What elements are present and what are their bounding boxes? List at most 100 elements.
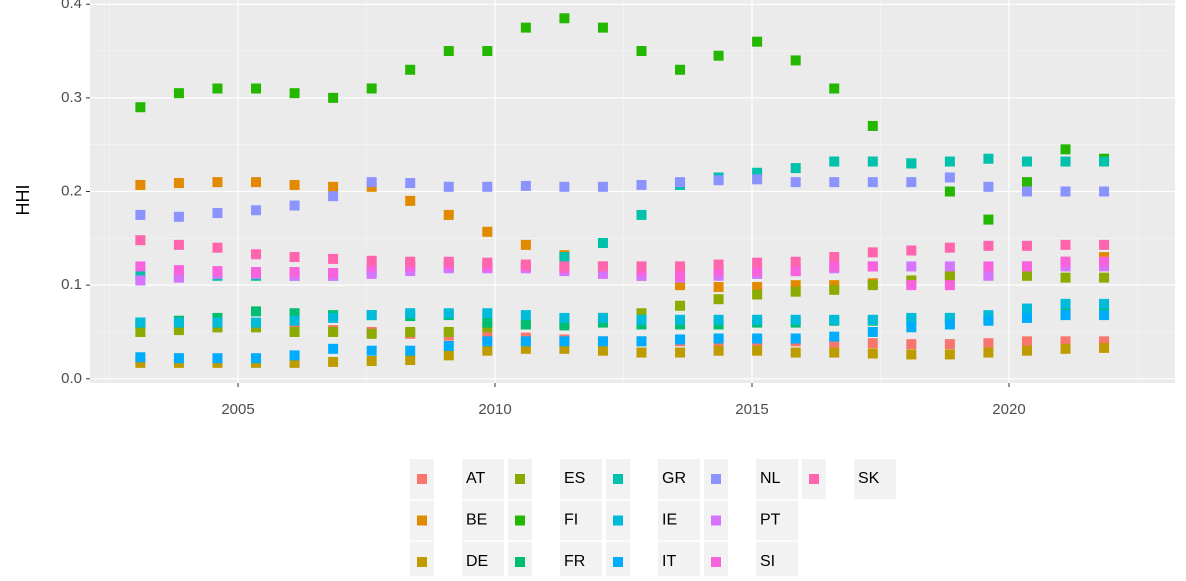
legend-key [711,515,721,526]
point [289,315,300,326]
legend-key [515,515,525,526]
point [135,261,146,272]
point [675,177,686,188]
legend-label: AT [466,470,485,487]
point [867,326,878,337]
point [944,242,955,253]
point [212,177,223,188]
point [328,312,339,323]
point [405,256,416,267]
legend-label-bg [462,459,504,499]
point [597,312,608,323]
legend-label: GR [662,470,686,487]
point [790,177,801,188]
legend-label-bg [756,542,798,581]
point [1060,336,1071,347]
legend-label: BE [466,512,487,529]
point [443,326,454,337]
x-tick-label: 2020 [992,401,1025,418]
point [366,83,377,94]
point [752,282,763,293]
point [636,179,647,190]
point [251,249,262,260]
point [752,289,763,300]
point [675,347,686,358]
point [1060,186,1071,197]
point [443,209,454,220]
point [636,261,647,272]
point [289,326,300,337]
point [1099,239,1110,250]
point [251,83,262,94]
point [366,268,377,279]
point [482,317,493,328]
legend-label-bg [462,500,504,541]
point [173,353,184,364]
point [482,257,493,268]
point [559,252,570,263]
point [289,267,300,278]
point [405,64,416,75]
point [867,280,878,291]
point [443,341,454,352]
legend-key [613,515,623,526]
point [443,256,454,267]
point [212,266,223,277]
point [829,156,840,167]
point [752,266,763,277]
point [1021,240,1032,251]
point [135,275,146,286]
point [1021,261,1032,272]
point [597,238,608,249]
point [829,177,840,188]
point [482,345,493,356]
point [944,270,955,281]
point [173,178,184,189]
legend-label-bg [462,542,504,581]
x-tick-label: 2015 [735,401,768,418]
point [867,120,878,131]
point [405,326,416,337]
point [173,272,184,283]
legend-key [417,557,427,567]
point [366,261,377,272]
point [1099,310,1110,321]
point [906,177,917,188]
point [1099,156,1110,167]
point [251,177,262,188]
point [366,177,377,188]
point [405,345,416,356]
point [944,312,955,323]
point [829,261,840,272]
point [482,308,493,319]
y-tick-label: 0.1 [61,276,82,293]
point [366,310,377,321]
point [520,259,531,270]
point [906,245,917,256]
y-tick-label: 0.4 [61,0,82,12]
legend-key [417,515,427,526]
point [944,319,955,330]
point [752,257,763,268]
point [251,317,262,328]
point [867,156,878,167]
point [443,308,454,319]
point [520,22,531,33]
point [443,181,454,192]
point [289,350,300,361]
point [289,357,300,368]
point [944,172,955,183]
point [1060,144,1071,155]
point [559,320,570,331]
point [482,181,493,192]
point [559,13,570,24]
point [135,235,146,246]
legend-label: IT [662,553,676,570]
point [289,252,300,263]
legend-label-bg [560,500,602,541]
point [328,181,339,192]
point [713,282,724,293]
point [1021,336,1032,347]
point [636,347,647,358]
point [482,46,493,57]
